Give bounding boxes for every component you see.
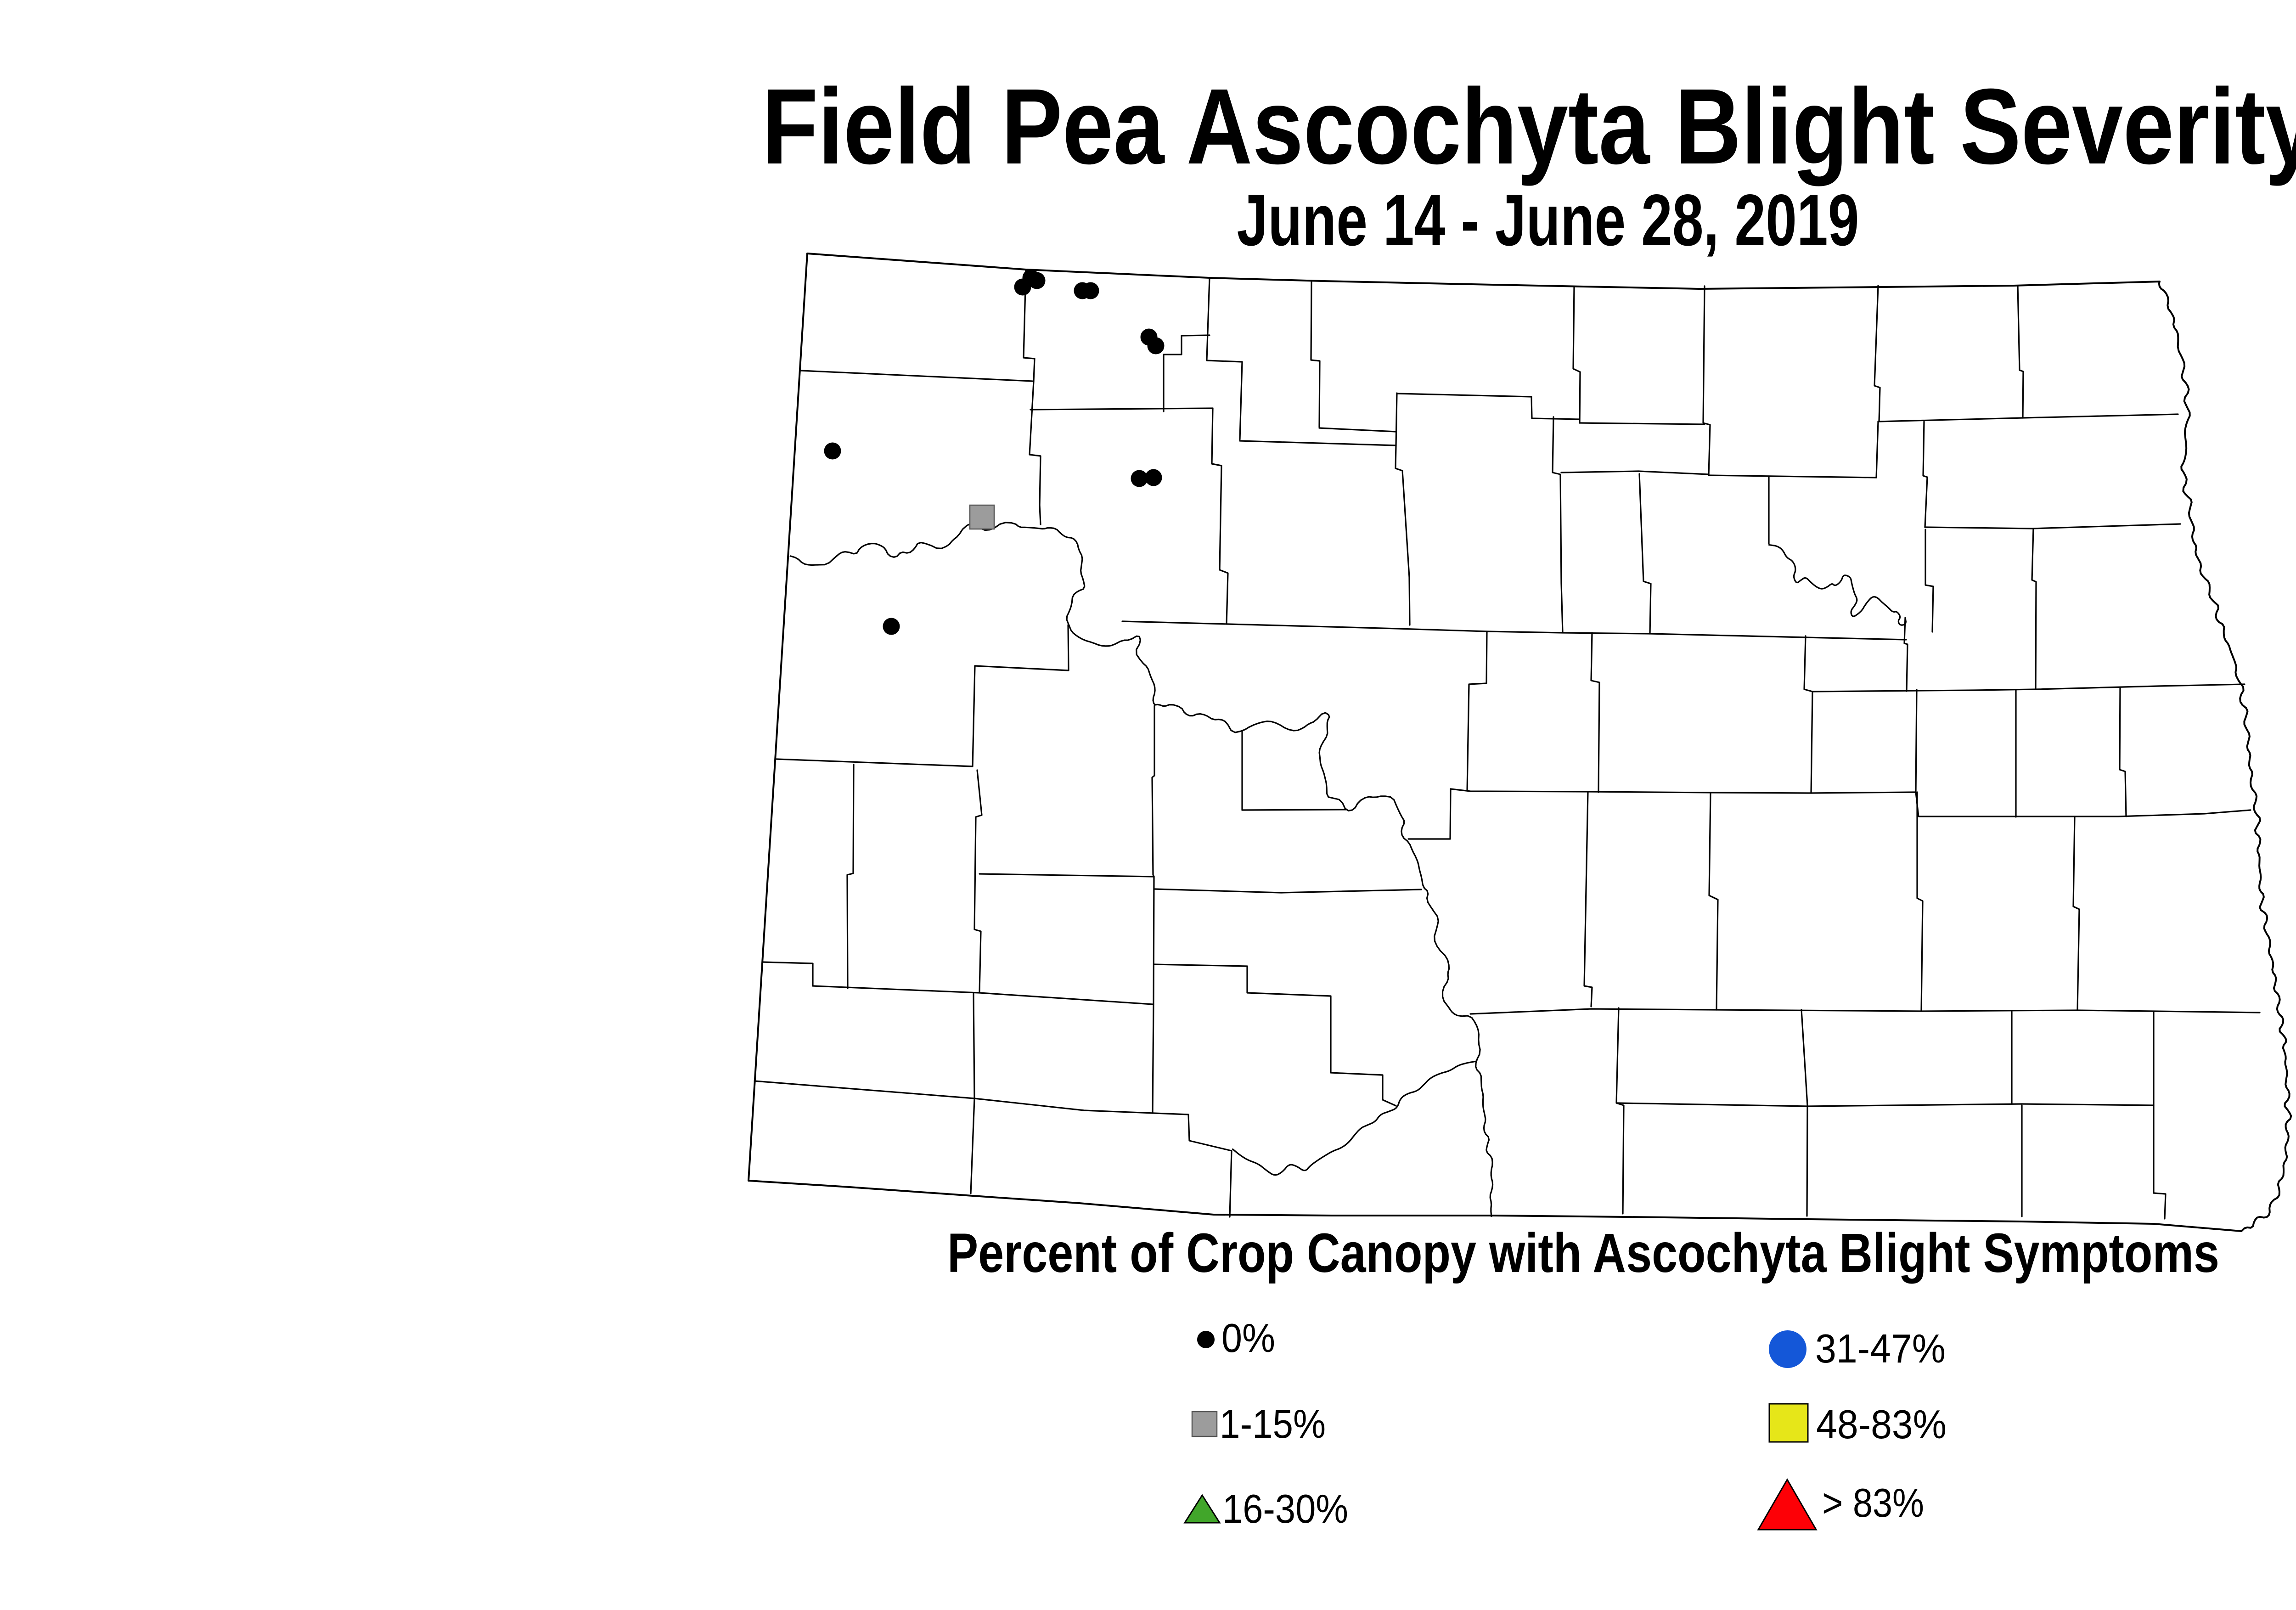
svg-text:0%: 0% [1221,1315,1275,1361]
svg-text:48-83%: 48-83% [1816,1402,1947,1447]
svg-text:Field Pea Ascochyta Blight Sev: Field Pea Ascochyta Blight Severity [762,66,2296,186]
svg-text:Percent of Crop Canopy with As: Percent of Crop Canopy with Ascochyta Bl… [947,1222,2219,1284]
svg-text:1-15%: 1-15% [1220,1401,1326,1447]
svg-text:June 14 - June 28, 2019: June 14 - June 28, 2019 [1237,179,1859,261]
svg-text:> 83%: > 83% [1822,1480,1924,1526]
svg-text:16-30%: 16-30% [1222,1486,1348,1531]
svg-text:31-47%: 31-47% [1815,1326,1946,1371]
